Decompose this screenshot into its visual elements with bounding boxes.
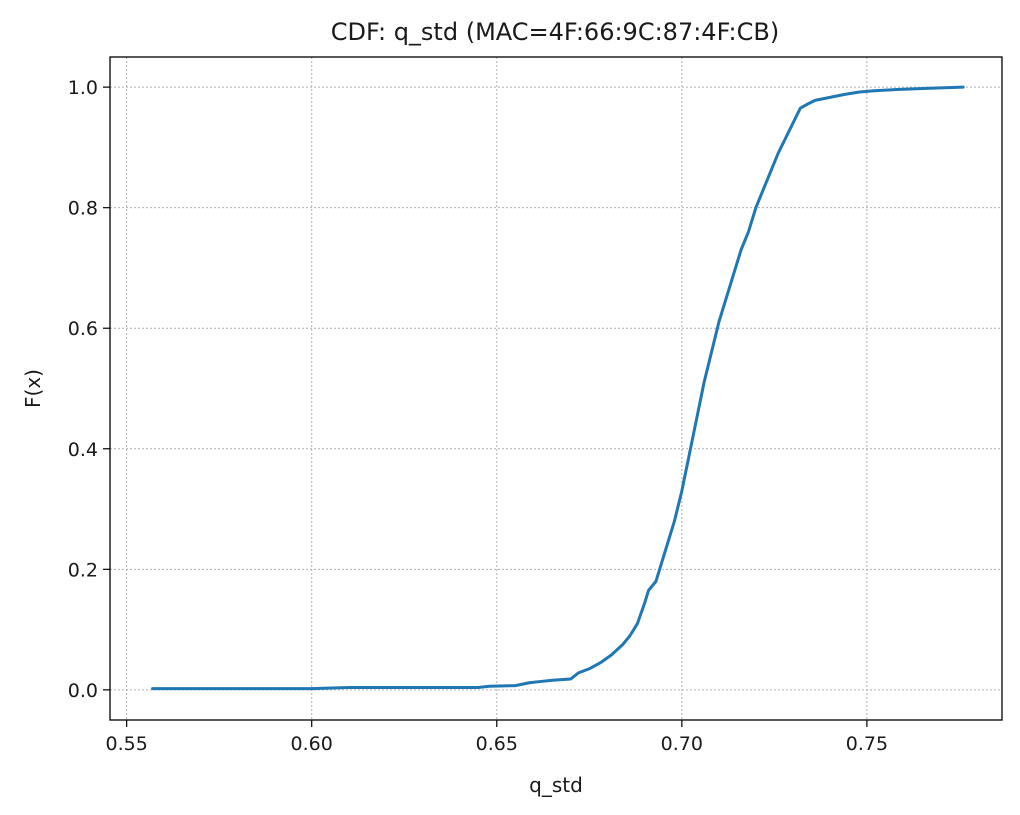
y-tick-label: 0.4 [68,439,98,461]
x-tick-label: 0.75 [846,733,888,755]
axis-ticks: 0.55 0.60 0.65 0.70 0.75 0.0 0.2 0.4 0.6 0.8 1.0 [68,77,888,755]
series-layer [151,85,965,691]
cdf-line [151,85,965,691]
y-tick-label: 0.8 [68,198,98,220]
x-tick-label: 0.70 [661,733,703,755]
x-tick-label: 0.55 [105,733,147,755]
y-axis-label: F(x) [21,369,45,408]
x-axis-label: q_std [529,773,583,797]
y-tick-label: 0.6 [68,318,98,340]
grid [110,57,1002,720]
y-tick-label: 0.2 [68,559,98,581]
y-tick-label: 0.0 [68,680,98,702]
chart-title: CDF: q_std (MAC=4F:66:9C:87:4F:CB) [331,18,779,46]
plot-frame [109,56,1003,721]
y-tick-label: 1.0 [68,77,98,99]
x-tick-label: 0.65 [476,733,518,755]
x-tick-label: 0.60 [291,733,333,755]
